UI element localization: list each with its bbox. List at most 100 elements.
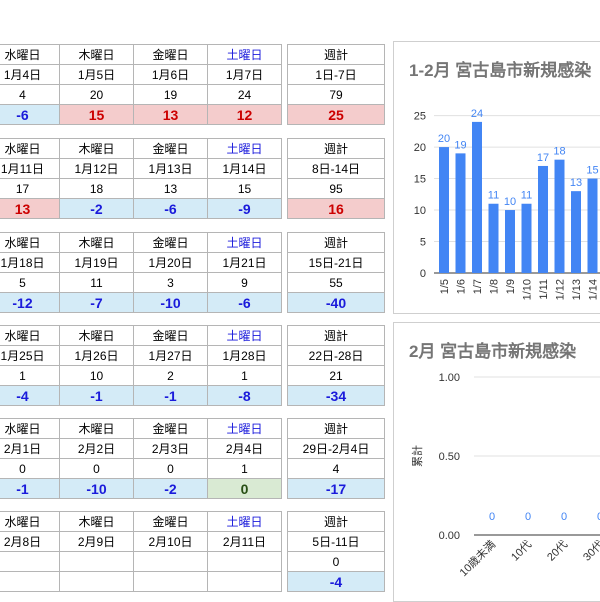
- x-tick-label: 20代: [544, 538, 570, 564]
- count-cell: 19: [133, 84, 208, 105]
- daily-table-week-5: 水曜日 木曜日 金曜日 土曜日 2月1日 2月2日 2月3日 2月4日 0 0 0 1 -1 -10 -2 0: [0, 418, 282, 499]
- day-header: 金曜日: [133, 325, 208, 346]
- diff-cell: -6: [133, 198, 208, 219]
- count-cell: [133, 551, 208, 572]
- day-header: 木曜日: [59, 44, 134, 65]
- x-tick-label: 1/6: [456, 279, 468, 294]
- weekly-total-table-6: 週計 5日-11日 0 -4: [287, 511, 385, 592]
- diff-cell: -6: [207, 292, 282, 313]
- y-tick-label: 0: [420, 268, 426, 280]
- daily-table-week-1: 水曜日 木曜日 金曜日 土曜日 1月4日 1月5日 1月6日 1月7日 4 20 19 24 -6 15 1…: [0, 44, 282, 125]
- data-label: 13: [570, 177, 582, 189]
- day-header: 木曜日: [59, 232, 134, 253]
- week-range: 1日-7日: [287, 64, 385, 85]
- week-total: 21: [287, 365, 385, 386]
- count-cell: 20: [59, 84, 134, 105]
- weekly-total-table-5: 週計 29日-2月4日 4 -17: [287, 418, 385, 499]
- day-header: 金曜日: [133, 44, 208, 65]
- date-cell: 1月11日: [0, 158, 60, 179]
- bar: [505, 210, 515, 273]
- count-cell: 5: [0, 272, 60, 293]
- x-tick-label: 1/11: [538, 279, 550, 300]
- y-tick-label: 25: [414, 111, 426, 123]
- date-cell: 2月3日: [133, 438, 208, 459]
- data-label: 0: [597, 511, 600, 523]
- week-total-diff: -4: [287, 571, 385, 592]
- x-tick-label: 10代: [508, 538, 534, 564]
- date-cell: 1月6日: [133, 64, 208, 85]
- daily-table-week-4: 水曜日 木曜日 金曜日 土曜日 1月25日 1月26日 1月27日 1月28日 1 10 2 1 -4-…: [0, 325, 282, 406]
- date-cell: 2月1日: [0, 438, 60, 459]
- day-header: 水曜日: [0, 325, 60, 346]
- day-header: 木曜日: [59, 325, 134, 346]
- bar: [488, 203, 499, 273]
- diff-cell: [133, 571, 208, 592]
- date-cell: 2月11日: [207, 531, 282, 552]
- data-label: 24: [471, 108, 483, 120]
- chart-panel-2: 2月 宮古島市新規感染 0.00 0.50 1.00 累計 0 10歳未満 0 10代 0 20代…: [393, 322, 600, 602]
- date-cell: 1月4日: [0, 64, 60, 85]
- bar-chart-2: 0.00 0.50 1.00 累計 0 10歳未満 0 10代 0 20代 0 30代: [410, 372, 600, 579]
- day-header: 水曜日: [0, 44, 60, 65]
- date-cell: 1月20日: [133, 252, 208, 273]
- count-cell: 24: [207, 84, 282, 105]
- week-total-diff: -17: [287, 478, 385, 499]
- data-label: 0: [489, 511, 495, 523]
- y-tick-label: 0.50: [439, 451, 460, 463]
- date-cell: 1月25日: [0, 345, 60, 366]
- diff-cell: -1: [0, 478, 60, 499]
- data-label: 20: [438, 133, 450, 145]
- chart-panel-1: 1-2月 宮古島市新規感染 0 5 10 15 20 25 20 1/5 19 1/6 24 1/7 1…: [393, 41, 600, 314]
- y-tick-label: 5: [420, 237, 426, 249]
- week-total: 95: [287, 178, 385, 199]
- day-header: 土曜日: [207, 138, 282, 159]
- week-total: 0: [287, 551, 385, 572]
- x-tick-label: 1/13: [571, 279, 583, 300]
- day-header: 水曜日: [0, 418, 60, 439]
- week-range: 8日-14日: [287, 158, 385, 179]
- y-tick-label: 20: [414, 142, 426, 154]
- day-header: 木曜日: [59, 511, 134, 532]
- week-total-label: 週計: [287, 44, 385, 65]
- x-tick-label: 1/8: [489, 279, 501, 294]
- diff-cell: -7: [59, 292, 134, 313]
- y-tick-label: 15: [414, 174, 426, 186]
- week-total-label: 週計: [287, 418, 385, 439]
- x-tick-label: 30代: [580, 538, 600, 564]
- count-cell: 1: [207, 458, 282, 479]
- bar: [439, 147, 449, 273]
- day-header: 水曜日: [0, 138, 60, 159]
- day-header: 金曜日: [133, 511, 208, 532]
- date-cell: 1月7日: [207, 64, 282, 85]
- count-cell: 1: [207, 365, 282, 386]
- weekly-total-table-1: 週計 1日-7日 79 25: [287, 44, 385, 125]
- date-cell: 1月27日: [133, 345, 208, 366]
- data-label: 18: [553, 146, 565, 158]
- count-cell: 11: [59, 272, 134, 293]
- count-cell: 0: [59, 458, 134, 479]
- count-cell: 4: [0, 84, 60, 105]
- day-header: 水曜日: [0, 511, 60, 532]
- date-cell: 1月28日: [207, 345, 282, 366]
- count-cell: 18: [59, 178, 134, 199]
- data-label: 15: [586, 165, 598, 177]
- day-header: 土曜日: [207, 325, 282, 346]
- date-cell: 2月4日: [207, 438, 282, 459]
- diff-cell: [207, 571, 282, 592]
- diff-cell: -10: [133, 292, 208, 313]
- count-cell: 10: [59, 365, 134, 386]
- bar: [554, 159, 565, 273]
- day-header: 木曜日: [59, 138, 134, 159]
- x-tick-label: 1/12: [555, 279, 567, 300]
- count-cell: 1: [0, 365, 60, 386]
- data-label: 17: [537, 152, 549, 164]
- day-header: 土曜日: [207, 511, 282, 532]
- day-header: 水曜日: [0, 232, 60, 253]
- day-header: 金曜日: [133, 418, 208, 439]
- week-range: 5日-11日: [287, 531, 385, 552]
- x-tick-label: 1/9: [505, 279, 517, 294]
- date-cell: 1月21日: [207, 252, 282, 273]
- chart-1-title: 1-2月 宮古島市新規感染: [409, 61, 592, 80]
- date-cell: 1月14日: [207, 158, 282, 179]
- x-tick-label: 10歳未満: [457, 538, 498, 579]
